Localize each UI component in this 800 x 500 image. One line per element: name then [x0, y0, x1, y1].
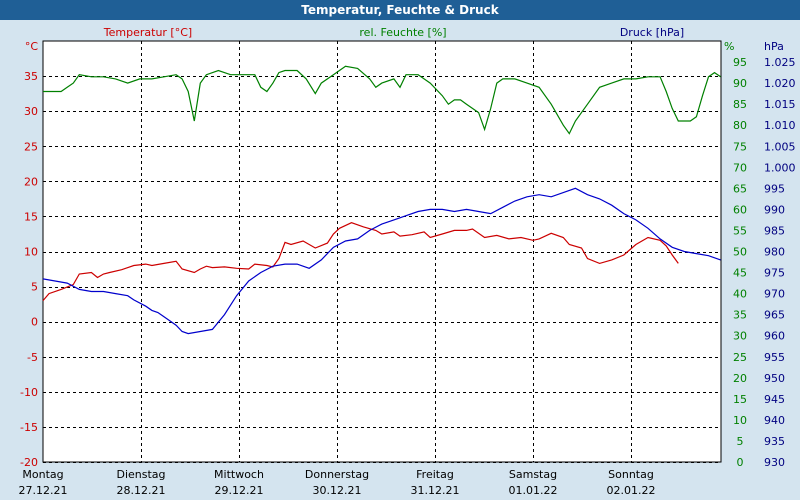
grid-lines	[43, 41, 721, 463]
humidity-unit-label: %	[724, 40, 734, 53]
temperature-unit-label: °C	[25, 40, 39, 53]
temperature-tick-label: 10	[24, 246, 38, 259]
temperature-tick-label: -5	[27, 351, 38, 364]
x-tick-date-label: 02.01.22	[607, 484, 656, 497]
temperature-tick-label: -10	[20, 386, 38, 399]
pressure-tick-label: 990	[764, 203, 785, 216]
pressure-axis-label: Druck [hPa]	[620, 26, 684, 39]
pressure-tick-label: 1.005	[764, 140, 796, 153]
humidity-tick-label: 5	[737, 435, 744, 448]
pressure-series-line	[42, 187, 721, 335]
pressure-tick-label: 955	[764, 351, 785, 364]
pressure-tick-label: 980	[764, 246, 785, 259]
humidity-axis-label: rel. Feuchte [%]	[359, 26, 446, 39]
temperature-tick-label: 30	[24, 105, 38, 118]
humidity-tick-label: 70	[733, 161, 747, 174]
temperature-tick-label: 35	[24, 70, 38, 83]
humidity-tick-label: 60	[733, 203, 747, 216]
pressure-tick-label: 995	[764, 182, 785, 195]
x-tick-date-label: 30.12.21	[313, 484, 362, 497]
humidity-series-line	[43, 65, 721, 135]
pressure-tick-label: 1.015	[764, 98, 796, 111]
humidity-tick-label: 45	[733, 267, 747, 280]
pressure-tick-label: 1.025	[764, 56, 796, 69]
pressure-tick-label: 985	[764, 224, 785, 237]
tick-labels: 35302520151050-5-10-15-20959085807570656…	[19, 56, 796, 497]
pressure-tick-label: 970	[764, 288, 785, 301]
x-tick-day-label: Donnerstag	[305, 468, 369, 481]
pressure-tick-label: 950	[764, 372, 785, 385]
temperature-axis-label: Temperatur [°C]	[103, 26, 192, 39]
pressure-tick-label: 930	[764, 456, 785, 469]
temperature-tick-label: 0	[31, 316, 38, 329]
humidity-tick-label: 40	[733, 288, 747, 301]
pressure-tick-label: 940	[764, 414, 785, 427]
humidity-tick-label: 85	[733, 98, 747, 111]
humidity-tick-label: 30	[733, 330, 747, 343]
x-tick-date-label: 28.12.21	[117, 484, 166, 497]
humidity-tick-label: 95	[733, 56, 747, 69]
pressure-tick-label: 1.000	[764, 161, 796, 174]
pressure-tick-label: 945	[764, 393, 785, 406]
humidity-tick-label: 65	[733, 182, 747, 195]
x-tick-date-label: 01.01.22	[509, 484, 558, 497]
temperature-tick-label: 20	[24, 175, 38, 188]
plot-area	[42, 40, 722, 463]
pressure-tick-label: 935	[764, 435, 785, 448]
humidity-tick-label: 10	[733, 414, 747, 427]
pressure-tick-label: 1.020	[764, 77, 796, 90]
series-lines	[42, 65, 721, 335]
humidity-tick-label: 15	[733, 393, 747, 406]
humidity-tick-label: 0	[737, 456, 744, 469]
x-tick-day-label: Sonntag	[608, 468, 654, 481]
temperature-tick-label: 5	[31, 281, 38, 294]
humidity-tick-label: 80	[733, 119, 747, 132]
temperature-tick-label: 15	[24, 210, 38, 223]
humidity-tick-label: 50	[733, 246, 747, 259]
x-tick-date-label: 27.12.21	[19, 484, 68, 497]
pressure-tick-label: 965	[764, 309, 785, 322]
x-tick-day-label: Montag	[22, 468, 63, 481]
temperature-tick-label: -20	[20, 456, 38, 469]
pressure-unit-label: hPa	[764, 40, 784, 53]
x-tick-day-label: Samstag	[509, 468, 557, 481]
temperature-tick-label: -15	[20, 421, 38, 434]
temperature-series-line	[42, 222, 679, 301]
humidity-tick-label: 35	[733, 309, 747, 322]
x-tick-date-label: 31.12.21	[411, 484, 460, 497]
x-tick-day-label: Freitag	[416, 468, 454, 481]
x-tick-day-label: Dienstag	[116, 468, 165, 481]
pressure-tick-label: 960	[764, 330, 785, 343]
x-tick-day-label: Mittwoch	[214, 468, 264, 481]
pressure-tick-label: 1.010	[764, 119, 796, 132]
humidity-tick-label: 20	[733, 372, 747, 385]
humidity-tick-label: 25	[733, 351, 747, 364]
temperature-tick-label: 25	[24, 140, 38, 153]
humidity-tick-label: 75	[733, 140, 747, 153]
pressure-tick-label: 975	[764, 267, 785, 280]
humidity-tick-label: 55	[733, 224, 747, 237]
humidity-tick-label: 90	[733, 77, 747, 90]
x-tick-date-label: 29.12.21	[215, 484, 264, 497]
chart-title: Temperatur, Feuchte & Druck	[0, 0, 800, 20]
